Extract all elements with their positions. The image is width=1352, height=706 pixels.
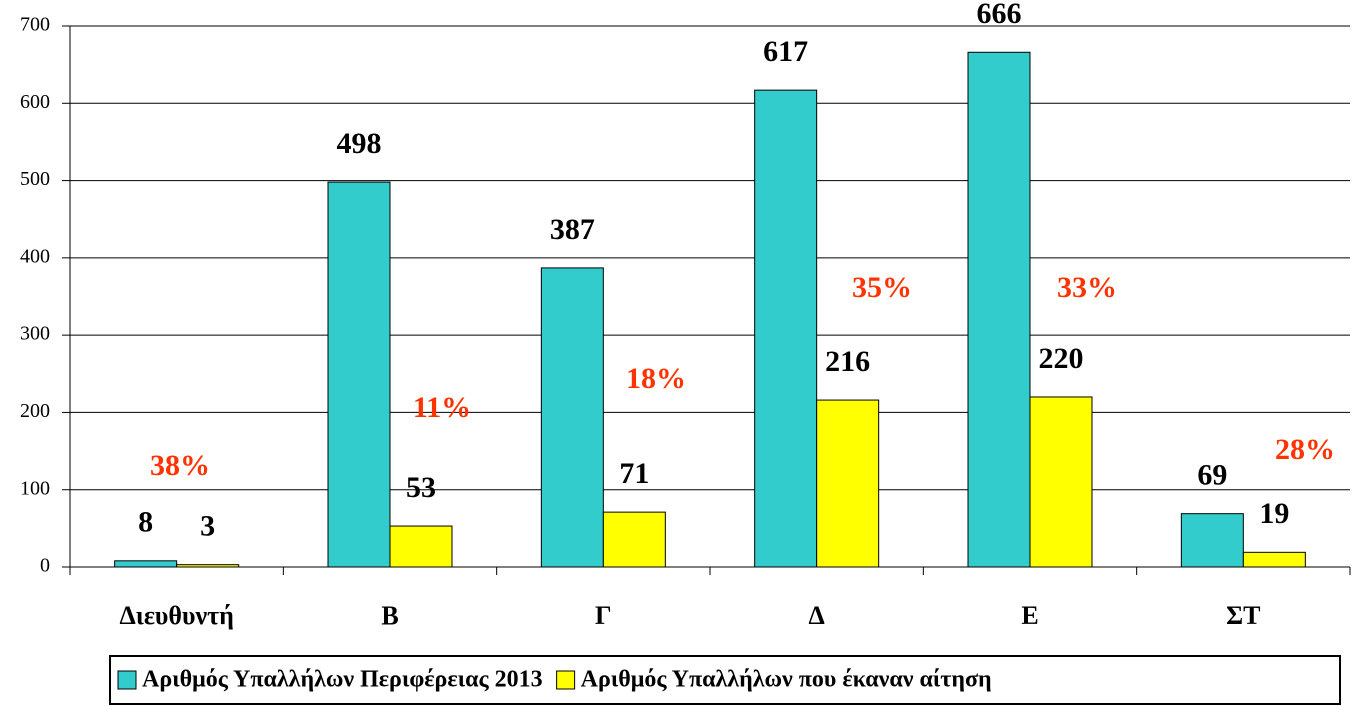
- value-label: 220: [1039, 342, 1084, 375]
- bar: [1242, 551, 1306, 568]
- legend-swatch: [556, 670, 576, 690]
- bar: [389, 525, 453, 568]
- legend: [109, 655, 1341, 705]
- annotation: 18%: [626, 362, 686, 395]
- value-label: 3: [200, 510, 215, 543]
- x-tick-label: Δ: [809, 601, 825, 630]
- bar: [114, 560, 178, 568]
- bar: [1180, 513, 1244, 568]
- bar: [816, 399, 880, 568]
- y-tick-label: 100: [20, 477, 50, 499]
- value-label: 498: [337, 127, 382, 160]
- annotation: 28%: [1275, 433, 1335, 466]
- y-tick-label: 500: [20, 168, 50, 190]
- annotation: 35%: [852, 271, 912, 304]
- value-label: 216: [825, 345, 870, 378]
- y-tick-label: 200: [20, 400, 50, 422]
- y-tick-label: 400: [20, 245, 50, 267]
- value-label: 387: [550, 213, 595, 246]
- bar: [754, 89, 818, 568]
- value-label: 69: [1197, 459, 1227, 492]
- bar: [602, 511, 666, 568]
- value-label: 71: [619, 457, 649, 490]
- value-label: 8: [138, 506, 153, 539]
- y-tick-label: 300: [20, 323, 50, 345]
- annotation: 33%: [1057, 271, 1117, 304]
- value-label: 666: [977, 0, 1022, 30]
- legend-label: Αριθμός Υπαλλήλων που έκαναν αίτηση: [581, 667, 992, 693]
- bar: [1029, 396, 1093, 568]
- annotation: 11%: [413, 391, 471, 424]
- y-tick-label: 0: [40, 555, 50, 577]
- legend-swatch: [117, 670, 137, 690]
- legend-label: Αριθμός Υπαλλήλων Περιφέρειας 2013: [142, 667, 543, 693]
- x-tick-label: Ε: [1021, 601, 1038, 630]
- x-tick-label: Γ: [595, 601, 612, 630]
- x-tick-label: Διευθυντή: [119, 601, 233, 630]
- x-tick-label: Β: [381, 601, 398, 630]
- y-tick-label: 600: [20, 91, 50, 113]
- annotation: 38%: [150, 449, 210, 482]
- y-tick-label: 700: [20, 14, 50, 36]
- value-label: 53: [406, 471, 436, 504]
- bar: [327, 181, 391, 568]
- value-label: 617: [763, 35, 808, 68]
- bar: [967, 51, 1031, 568]
- x-tick-label: ΣΤ: [1226, 601, 1260, 630]
- value-label: 19: [1259, 497, 1289, 530]
- bar: [540, 267, 604, 568]
- bar: [176, 564, 240, 568]
